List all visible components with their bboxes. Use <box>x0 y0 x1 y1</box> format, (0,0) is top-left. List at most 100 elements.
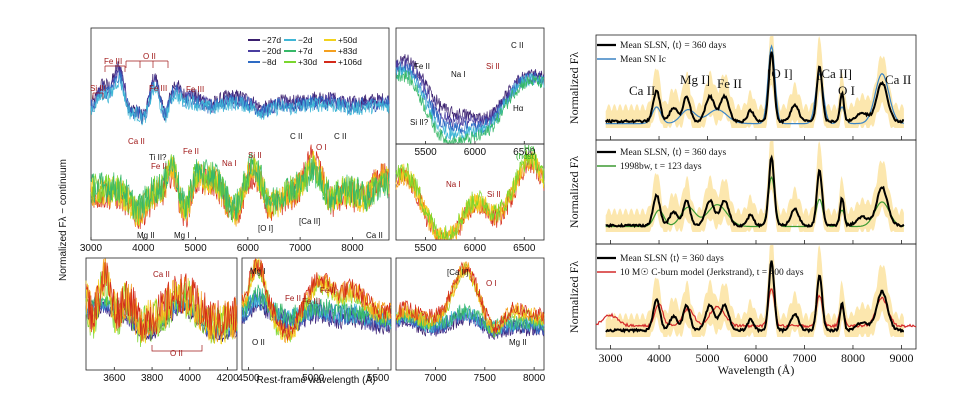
left-mr-spectrum-+83d <box>395 151 545 241</box>
feature-mg-i: Mg I] <box>680 72 710 87</box>
feature-ca-ii-a: Ca II <box>629 83 655 98</box>
label-c-ii-a: C II <box>290 132 302 141</box>
left-ticklabel-zoom-1-3600: 3600 <box>103 373 126 384</box>
left-tick-labels: 3000 4000 5000 6000 7000 8000 5500 6000 6500 5500… <box>80 141 546 384</box>
label-na-i: Na I <box>222 159 237 168</box>
label-tr-na-i: Na I <box>451 70 466 79</box>
left-spectra-group <box>85 54 545 348</box>
left-ticklabel-mid-right-6500: 6500 <box>513 243 536 254</box>
left-legend: −27d−20d−8d −2d+7d+30d +50d+83d+106d <box>248 35 362 67</box>
feature-ca-ii-b: Ca II <box>885 72 911 87</box>
left-ticklabel-zoom-2-5500: 5500 <box>367 373 390 384</box>
left-z3-spectrum-+106d <box>395 261 545 334</box>
label-z2-fe-ii-a: Fe II <box>285 294 301 303</box>
left-tr-spectrum-−2d <box>395 65 545 142</box>
left-legend-label-−2d: −2d <box>298 35 313 45</box>
right-spectrum-mean-slsn-2 <box>605 154 905 229</box>
label-fe-ii-a: Fe II <box>151 162 167 171</box>
label-o-i-main: O I <box>316 143 327 152</box>
label-si-iii: Si III <box>90 84 106 93</box>
left-z2-spectrum-+106d <box>241 257 392 341</box>
right-spectrum-1998bw <box>605 175 905 228</box>
label-c-ii-b: C II <box>334 132 346 141</box>
left-legend-label-−20d: −20d <box>262 46 281 56</box>
legend-mean-sn-ic: Mean SN Ic <box>620 55 666 65</box>
label-z3-mg-ii: Mg II <box>509 338 527 347</box>
feature-o-i: O I <box>838 83 855 98</box>
left-ticklabel-zoom-1-3800: 3800 <box>141 373 164 384</box>
label-fe-iii-c: Fe III <box>186 85 204 94</box>
right-feature-labels: Ca II Mg I] Fe II [O I] [Ca II] O I Ca I… <box>629 66 911 98</box>
feature-fe-ii: Fe II <box>717 76 742 91</box>
right-ticklabel-7000: 7000 <box>792 351 816 365</box>
left-ticklabel-main-5000: 5000 <box>184 243 207 254</box>
label-tr-si-ii: Si II <box>486 62 500 71</box>
right-spectrum-mean-slsn-1 <box>604 51 905 125</box>
left-main-spectrum-+7d <box>90 152 390 223</box>
left-mr-spectrum-+30d <box>395 148 545 240</box>
left-legend-label-−8d: −8d <box>262 57 277 67</box>
right-spectra-group <box>595 36 917 337</box>
legend-cburn-model: 10 M☉ C-burn model (Jerkstrand), t = 400… <box>620 267 804 278</box>
left-ticklabel-top-right-6000: 6000 <box>464 147 487 158</box>
label-mr-na-i: Na I <box>446 180 461 189</box>
right-spectrum-sn-ic <box>605 44 905 125</box>
right-spectrum-mean-slsn-3 <box>605 260 904 334</box>
right-legend-3: Mean SLSN ⟨t⟩ = 360 days 10 M☉ C-burn mo… <box>597 253 804 278</box>
label-z1-o-ii: O II <box>170 349 183 358</box>
right-ylabel-1: Normalized Fλ <box>567 52 581 124</box>
label-z2-fe-ii-b: Fe II <box>320 286 336 295</box>
left-ticklabel-mid-right-6000: 6000 <box>464 243 487 254</box>
legend-mean-slsn-1: Mean SLSN, ⟨t⟩ = 360 days <box>620 40 726 51</box>
label-tr-halpha: Hα <box>513 104 524 113</box>
label-ca-ii-ir: Ca II <box>366 231 383 240</box>
left-ticklabel-zoom-2-5000: 5000 <box>302 373 325 384</box>
left-z3-spectrum-+50d <box>395 261 545 334</box>
left-legend-label-+50d: +50d <box>338 35 357 45</box>
right-band-1 <box>605 36 904 128</box>
legend-1998bw: 1998bw, t = 123 days <box>620 162 702 172</box>
label-tr-si-ii-q: Si II? <box>410 118 429 127</box>
bracket-o-ii <box>125 60 169 68</box>
legend-mean-slsn-3: Mean SLSN ⟨t⟩ = 360 days <box>620 253 724 264</box>
label-z1-ca-ii: Ca II <box>153 270 170 279</box>
label-z3-ca-ii: [Ca II] <box>447 268 468 277</box>
left-z1-spectrum-+106d <box>85 261 238 342</box>
label-fe-iii-b: Fe III <box>149 84 167 93</box>
left-ticklabel-zoom-3-8000: 8000 <box>523 373 546 384</box>
left-ticklabel-mid-right-5500: 5500 <box>414 243 437 254</box>
left-ticklabel-main-3000: 3000 <box>80 243 103 254</box>
right-band-2 <box>605 141 904 232</box>
left-ticklabel-zoom-3-7000: 7000 <box>424 373 447 384</box>
left-z3-spectrum-+83d <box>395 261 545 333</box>
left-legend-label-−27d: −27d <box>262 35 281 45</box>
panel-mid-right-frame <box>395 143 545 241</box>
left-legend-label-+30d: +30d <box>298 57 317 67</box>
right-xlabel: Wavelength (Å) <box>718 363 795 377</box>
feature-o-i-forbidden: [O I] <box>767 66 793 81</box>
right-band-3 <box>605 245 904 337</box>
label-mr-halpha: Hα <box>524 144 535 153</box>
label-o-ii: O II <box>143 52 156 61</box>
feature-ca-ii-forbidden: [Ca II] <box>817 66 852 81</box>
left-tr-spectrum-+7d <box>395 69 545 144</box>
right-legend-1: Mean SLSN, ⟨t⟩ = 360 days Mean SN Ic <box>597 40 726 65</box>
right-ticklabel-8000: 8000 <box>841 351 865 365</box>
label-tr-c-ii: C II <box>511 41 523 50</box>
left-ticklabel-zoom-1-4000: 4000 <box>179 373 202 384</box>
bracket-si-iii <box>92 92 104 99</box>
label-z2-fe-iii: Fe III <box>302 297 320 306</box>
left-ylabel: Normalized Fλ − continuum <box>58 159 69 281</box>
left-z3-spectrum-−8d <box>395 309 545 338</box>
right-ticklabel-9000: 9000 <box>889 351 913 365</box>
left-ticklabel-zoom-3-7500: 7500 <box>474 373 497 384</box>
label-mr-si-ii: Si II <box>487 190 501 199</box>
left-ticklabel-top-right-6500: 6500 <box>513 147 536 158</box>
label-si-ii: Si II <box>248 151 262 160</box>
left-ticklabel-main-7000: 7000 <box>289 243 312 254</box>
left-main-spectrum-−2d <box>90 75 390 126</box>
left-ticklabel-main-4000: 4000 <box>132 243 155 254</box>
right-ylabel-3: Normalized Fλ <box>567 261 581 333</box>
label-z3-o-i: O I <box>486 279 497 288</box>
